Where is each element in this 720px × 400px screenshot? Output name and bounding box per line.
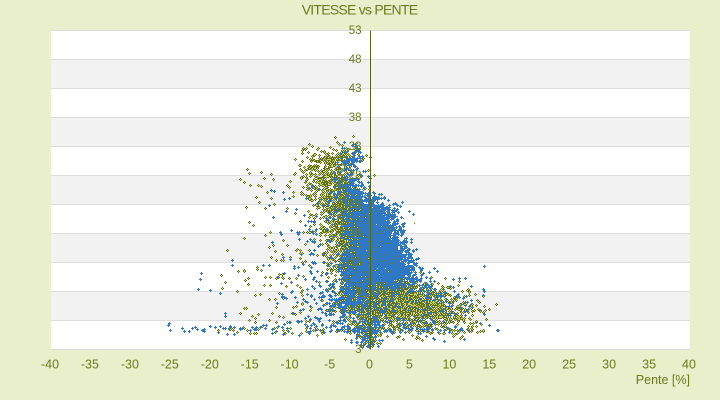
svg-text:VITESSE vs PENTE: VITESSE vs PENTE [302, 2, 418, 18]
svg-text:3: 3 [355, 315, 361, 327]
svg-text:40: 40 [682, 358, 696, 372]
svg-text:20: 20 [522, 358, 536, 372]
svg-text:43: 43 [349, 83, 362, 95]
svg-text:48: 48 [349, 54, 362, 66]
svg-text:25: 25 [562, 358, 576, 372]
svg-text:Pente [%]: Pente [%] [636, 373, 690, 387]
svg-text:28: 28 [349, 170, 362, 182]
svg-text:-35: -35 [81, 358, 99, 372]
svg-text:-20: -20 [201, 358, 219, 372]
svg-text:18: 18 [349, 228, 362, 240]
svg-text:-15: -15 [241, 358, 259, 372]
svg-text:30: 30 [602, 358, 616, 372]
svg-text:23: 23 [349, 199, 362, 211]
svg-text:10: 10 [442, 358, 456, 372]
svg-text:13: 13 [349, 257, 362, 269]
svg-text:-40: -40 [41, 358, 59, 372]
svg-text:-5: -5 [324, 358, 335, 372]
svg-text:3: 3 [355, 344, 361, 356]
svg-text:33: 33 [349, 141, 362, 153]
svg-text:35: 35 [642, 358, 656, 372]
svg-text:15: 15 [482, 358, 496, 372]
svg-text:53: 53 [349, 25, 362, 37]
svg-text:38: 38 [349, 112, 362, 124]
svg-text:8: 8 [355, 286, 361, 298]
svg-text:-30: -30 [121, 358, 139, 372]
svg-text:-10: -10 [281, 358, 299, 372]
svg-text:5: 5 [406, 358, 413, 372]
svg-text:-25: -25 [161, 358, 179, 372]
svg-text:Vitesse [km/h]: Vitesse [km/h] [333, 156, 347, 234]
svg-text:0: 0 [366, 358, 373, 372]
